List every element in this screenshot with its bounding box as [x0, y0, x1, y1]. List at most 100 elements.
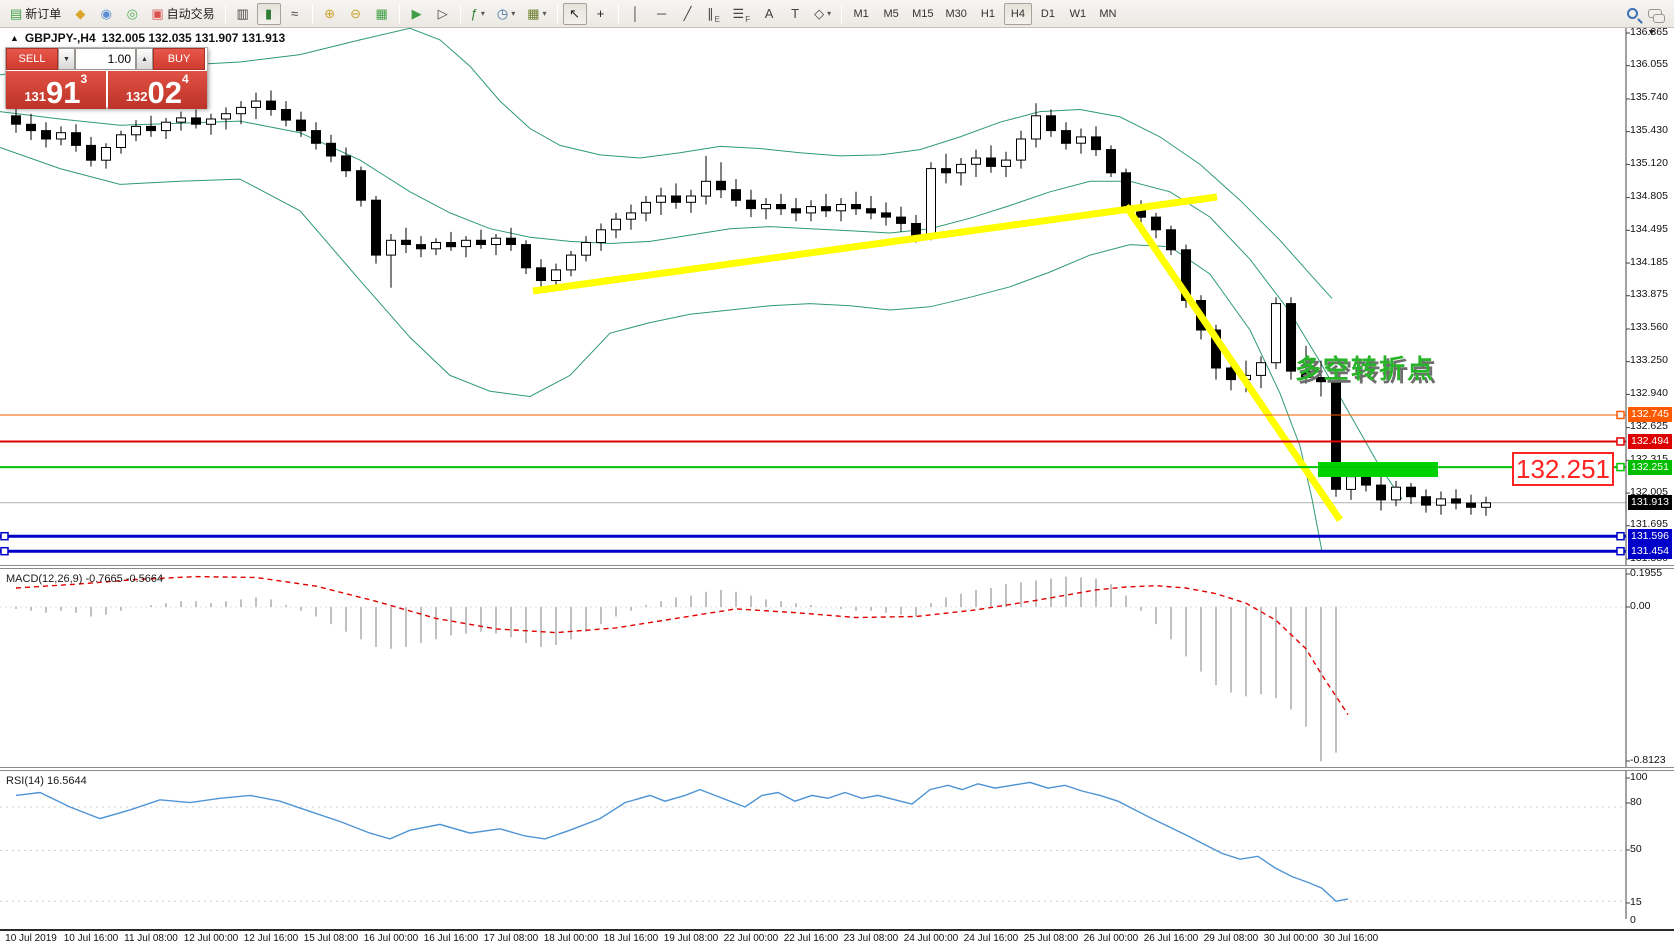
candle-body [761, 204, 771, 210]
axis-tick-label: 0.00 [1630, 599, 1651, 612]
shapes-button[interactable]: ◇ ▾ [809, 3, 836, 25]
signal-button[interactable]: ◎ [120, 3, 144, 25]
pane-separator[interactable] [0, 767, 1674, 771]
fibonacci-button[interactable]: ☰ F [728, 3, 756, 25]
vertical-line-button[interactable]: │ [624, 3, 648, 25]
bollinger-bands [0, 27, 1403, 552]
candle-body [1421, 496, 1431, 506]
equidistant-channel-button[interactable]: ∥ E [702, 3, 726, 25]
templates-button[interactable]: ▦ ▾ [522, 3, 551, 25]
timeframe-m30[interactable]: M30 [945, 7, 967, 20]
candlestick-series [11, 90, 1491, 516]
candle-body [791, 208, 801, 214]
text-label-button[interactable]: T [783, 3, 807, 25]
timeframe-m1[interactable]: M1 [853, 7, 869, 20]
timeframe-m15[interactable]: M15 [912, 7, 934, 20]
volume-decrease-button[interactable]: ▼ [58, 48, 75, 70]
time-axis-label: 16 Jul 00:00 [363, 933, 419, 944]
chart-canvas[interactable] [0, 0, 1674, 919]
bollinger-upper-band [0, 27, 1333, 299]
time-axis-label: 30 Jul 16:00 [1323, 933, 1379, 944]
horizontal-line-button[interactable]: ─ [650, 3, 674, 25]
turning-point-annotation[interactable]: 多空转折点 [1295, 354, 1436, 384]
candle-body [1166, 229, 1176, 251]
candle-body [1226, 367, 1236, 381]
buy-price-big: 02 [147, 75, 182, 111]
price-line-label: 132.745 [1628, 407, 1672, 423]
buy-price-button[interactable]: 132 02 4 [107, 71, 207, 111]
candle-body [311, 130, 321, 144]
candle-body [1091, 136, 1101, 151]
candle-body [656, 195, 666, 203]
line-handle[interactable] [1616, 531, 1625, 541]
trendline-1[interactable] [532, 193, 1218, 295]
timeframe-h4[interactable]: H4 [1003, 2, 1032, 25]
seal-button[interactable]: ◆ [68, 3, 92, 25]
pane-separator[interactable] [0, 565, 1674, 569]
autotrade-button[interactable]: ▣ 自动交易 [146, 3, 219, 25]
buy-button[interactable]: BUY [153, 48, 205, 70]
line-handle[interactable] [1616, 410, 1625, 420]
time-axis-label: 17 Jul 08:00 [483, 933, 539, 944]
candlestick-chart-button[interactable]: ▮ [256, 2, 281, 25]
sell-button[interactable]: SELL [6, 48, 58, 70]
indicators-button[interactable]: ƒ ▾ [466, 3, 490, 25]
timeframe-w1[interactable]: W1 [1069, 7, 1087, 20]
chat-icon[interactable] [1648, 9, 1665, 23]
signal-button-icon: ◎ [126, 6, 138, 21]
candle-body [1106, 149, 1116, 174]
candle-body [1451, 498, 1461, 504]
tile-windows-button-icon: ▦ [375, 6, 388, 21]
line-handle[interactable] [0, 546, 9, 556]
crosshair-button[interactable]: + [589, 3, 613, 25]
timeframe-d1[interactable]: D1 [1040, 7, 1055, 20]
line-handle[interactable] [0, 531, 9, 541]
search-icon[interactable] [1627, 8, 1638, 19]
bar-chart-button[interactable]: ▥ [231, 3, 255, 25]
volume-input[interactable] [75, 48, 136, 70]
timeframe-m5[interactable]: M5 [883, 7, 899, 20]
candle-body [956, 163, 966, 174]
time-axis-label: 12 Jul 16:00 [243, 933, 299, 944]
timeframe-mn[interactable]: MN [1099, 7, 1117, 20]
periods-button[interactable]: ◷ ▾ [492, 3, 520, 25]
support-zone-rect[interactable] [1318, 462, 1438, 477]
shapes-button-icon: ◇ [814, 6, 825, 21]
cursor-button[interactable]: ↖ [562, 2, 587, 25]
new-order-button[interactable]: ▤ 新订单 [5, 3, 66, 25]
price-line-label: 132.251 [1628, 459, 1672, 475]
line-handle[interactable] [1616, 546, 1625, 556]
candle-body [671, 195, 681, 203]
line-handle[interactable] [1616, 462, 1625, 472]
line-handle[interactable] [1616, 437, 1625, 446]
trendline-button[interactable]: ╱ [676, 3, 700, 25]
macd-indicator-label: MACD(12,26,9) -0.7665 -0.5664 [6, 573, 164, 585]
auto-scroll-button[interactable]: ▶ [405, 3, 429, 25]
candle-body [1391, 486, 1401, 501]
candle-body [161, 121, 171, 132]
chart-shift-button[interactable]: ▷ [431, 3, 455, 25]
chart-shift-marker-icon[interactable]: ▼ [1647, 27, 1656, 37]
candle-body [356, 170, 366, 201]
candle-body [116, 134, 126, 149]
axis-tick-label: 15 [1630, 895, 1642, 908]
sell-price-button[interactable]: 131 91 3 [6, 71, 106, 109]
profile-button[interactable]: ◉ [94, 3, 118, 25]
candle-body [386, 239, 396, 256]
price-level-callout[interactable]: 132.251 [1512, 452, 1614, 486]
time-axis-label: 30 Jul 00:00 [1263, 933, 1319, 944]
axis-tick-label: 136.055 [1630, 58, 1668, 71]
candle-body [986, 157, 996, 167]
time-axis-label: 23 Jul 08:00 [843, 933, 899, 944]
time-axis-label: 16 Jul 16:00 [423, 933, 479, 944]
text-button[interactable]: A [757, 3, 781, 25]
collapse-arrow-icon[interactable]: ▲ [10, 33, 19, 43]
zoom-out-button[interactable]: ⊖ [344, 3, 368, 25]
timeframe-h1[interactable]: H1 [980, 7, 995, 20]
zoom-in-button[interactable]: ⊕ [318, 3, 342, 25]
tile-windows-button[interactable]: ▦ [370, 3, 394, 25]
line-chart-button[interactable]: ≈ [283, 3, 307, 25]
candle-body [1316, 377, 1326, 383]
candle-body [1436, 498, 1446, 506]
volume-increase-button[interactable]: ▲ [136, 48, 153, 70]
